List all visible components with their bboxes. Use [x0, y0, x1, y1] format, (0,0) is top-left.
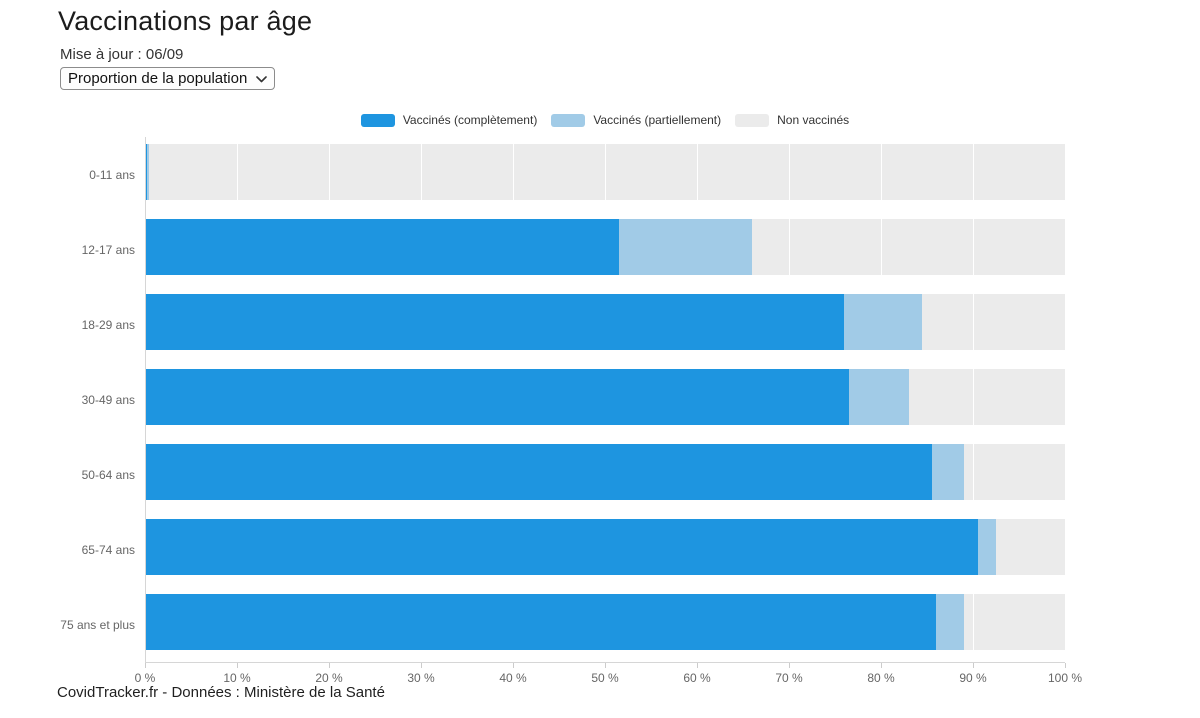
bar-row	[145, 512, 1065, 587]
y-axis-line	[145, 137, 146, 662]
x-tick-label: 50 %	[591, 671, 619, 685]
category-label: 65-74 ans	[81, 542, 135, 557]
stacked-bar	[145, 594, 1065, 650]
bar-segment-2[interactable]	[908, 369, 1065, 425]
bar-segment-2[interactable]	[148, 144, 1065, 200]
x-tick-label: 80 %	[867, 671, 895, 685]
plot-area	[145, 137, 1066, 662]
x-tick-label: 0 %	[134, 671, 156, 685]
x-tick-mark	[973, 663, 974, 668]
x-tick-mark	[697, 663, 698, 668]
page-title: Vaccinations par âge	[58, 6, 313, 36]
chart: 0-11 ans 12-17 ans 18-29 ans 30-49 ans 50-64…	[0, 137, 1082, 685]
legend-swatch-icon	[360, 113, 395, 127]
stacked-bar	[145, 369, 1065, 425]
legend: Vaccinés (complètement) Vaccinés (partiel…	[145, 111, 1065, 129]
stacked-bar	[145, 144, 1065, 200]
legend-swatch-icon	[735, 113, 770, 127]
x-tick-label: 40 %	[499, 671, 527, 685]
bar-row	[145, 287, 1065, 362]
bar-row	[145, 137, 1065, 212]
category-label: 50-64 ans	[81, 467, 135, 482]
x-tick-label: 10 %	[223, 671, 251, 685]
x-tick-label: 20 %	[315, 671, 343, 685]
updated-label: Mise à jour : 06/09	[60, 46, 184, 63]
legend-item-2[interactable]: Non vaccinés	[735, 113, 849, 127]
x-tick-label: 30 %	[407, 671, 435, 685]
legend-item-0[interactable]: Vaccinés (complètement)	[360, 113, 538, 127]
bar-segment-2[interactable]	[963, 444, 1065, 500]
category-label: 12-17 ans	[81, 242, 135, 257]
category-label: 0-11 ans	[89, 167, 135, 182]
bar-row	[145, 587, 1065, 662]
bar-segment-1[interactable]	[618, 219, 753, 275]
gridline-overlay	[1065, 137, 1066, 662]
legend-label: Non vaccinés	[777, 113, 850, 127]
bar-segment-1[interactable]	[844, 294, 923, 350]
metric-select[interactable]: Proportion de la population	[60, 67, 275, 90]
bar-segment-0[interactable]	[145, 519, 978, 575]
bar-segment-1[interactable]	[931, 444, 964, 500]
x-tick-mark	[881, 663, 882, 668]
x-tick-label: 100 %	[1047, 671, 1083, 685]
bar-row	[145, 212, 1065, 287]
x-tick-label: 70 %	[775, 671, 803, 685]
bar-segment-2[interactable]	[963, 594, 1065, 650]
legend-label: Vaccinés (partiellement)	[593, 113, 722, 127]
bar-segment-1[interactable]	[848, 369, 909, 425]
x-tick-label: 60 %	[683, 671, 711, 685]
x-tick-mark	[421, 663, 422, 668]
x-tick-mark	[145, 663, 146, 668]
x-axis: 0 % 10 % 20 % 30 % 40 % 50 % 60 % 70 % 80 % 90 % 1…	[135, 662, 1082, 692]
bar-segment-0[interactable]	[145, 294, 845, 350]
x-tick-mark	[329, 663, 330, 668]
bar-segment-0[interactable]	[145, 219, 619, 275]
bar-segment-1[interactable]	[936, 594, 964, 650]
category-label: 75 ans et plus	[60, 617, 135, 632]
footer-credit: CovidTracker.fr - Données : Ministère de…	[57, 684, 385, 701]
bar-segment-0[interactable]	[145, 444, 932, 500]
x-tick-label: 90 %	[959, 671, 987, 685]
bar-row	[145, 362, 1065, 437]
category-labels: 0-11 ans 12-17 ans 18-29 ans 30-49 ans 50-64…	[0, 137, 135, 662]
gridline-overlay	[973, 137, 974, 662]
x-tick-mark	[513, 663, 514, 668]
bar-row	[145, 437, 1065, 512]
metric-select-wrap: Proportion de la population	[60, 67, 275, 90]
bar-segment-0[interactable]	[145, 369, 849, 425]
x-tick-mark	[605, 663, 606, 668]
legend-swatch-icon	[551, 113, 586, 127]
x-tick-mark	[237, 663, 238, 668]
bar-segment-1[interactable]	[977, 519, 996, 575]
stacked-bar	[145, 519, 1065, 575]
bar-segment-1[interactable]	[146, 144, 149, 200]
bar-segment-2[interactable]	[752, 219, 1065, 275]
legend-item-1[interactable]: Vaccinés (partiellement)	[551, 113, 721, 127]
category-label: 18-29 ans	[81, 317, 135, 332]
x-tick-mark	[789, 663, 790, 668]
category-label: 30-49 ans	[81, 392, 135, 407]
stacked-bar	[145, 444, 1065, 500]
bar-segment-2[interactable]	[995, 519, 1065, 575]
stacked-bar	[145, 294, 1065, 350]
bar-segment-2[interactable]	[922, 294, 1065, 350]
legend-label: Vaccinés (complètement)	[402, 113, 538, 127]
stacked-bar	[145, 219, 1065, 275]
bar-segment-0[interactable]	[145, 594, 937, 650]
x-tick-mark	[1065, 663, 1066, 668]
